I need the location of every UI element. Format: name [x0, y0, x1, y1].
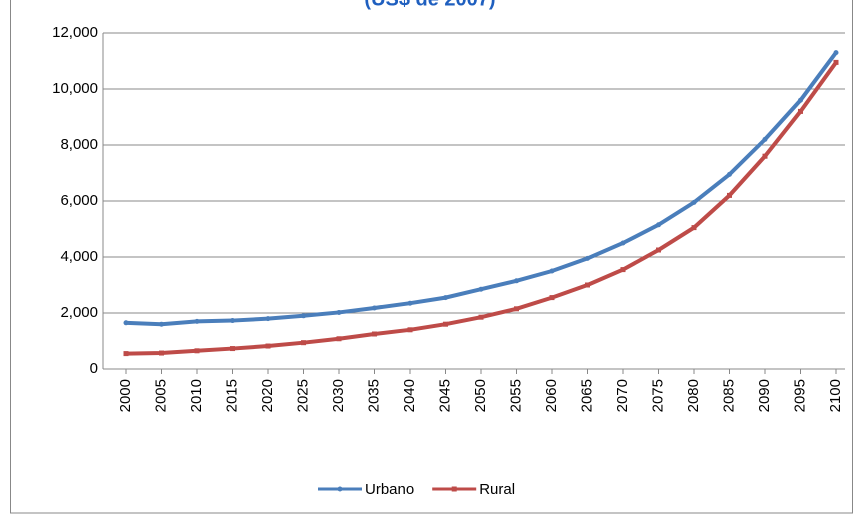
marker [336, 309, 342, 315]
chart-title: (US$ de 2007) [364, 0, 495, 10]
y-tick-label: 8,000 [60, 136, 98, 153]
x-tick-label: 2090 [756, 379, 773, 412]
y-tick-label: 10,000 [52, 80, 98, 97]
x-tick-label: 2045 [436, 379, 453, 412]
marker [620, 267, 626, 273]
legend-label: Urbano [365, 481, 414, 498]
marker [159, 321, 164, 327]
x-tick-label: 2070 [614, 379, 631, 412]
marker [159, 350, 164, 356]
x-tick-label: 2020 [259, 379, 276, 412]
marker [443, 295, 448, 301]
marker [407, 327, 413, 333]
x-tick-label: 2030 [330, 379, 347, 412]
x-tick-label: 2055 [507, 379, 524, 412]
marker [762, 136, 768, 142]
x-tick-label: 2015 [223, 379, 240, 412]
x-tick-label: 2065 [578, 379, 595, 412]
marker [762, 153, 768, 159]
marker [230, 318, 235, 324]
marker [549, 268, 555, 274]
x-tick-label: 2040 [401, 379, 418, 412]
x-tick-label: 2005 [152, 379, 169, 412]
x-tick-label: 2075 [649, 379, 666, 412]
marker [478, 286, 484, 292]
marker [230, 346, 235, 352]
marker [443, 321, 448, 327]
marker [833, 50, 839, 56]
marker [336, 336, 342, 342]
marker [123, 320, 129, 326]
marker [585, 255, 590, 261]
x-tick-label: 2095 [791, 379, 808, 412]
legend-marker [451, 486, 457, 492]
marker [301, 340, 306, 346]
marker [620, 240, 626, 246]
marker [372, 305, 377, 311]
x-tick-label: 2025 [294, 379, 311, 412]
marker [691, 199, 697, 205]
marker [549, 295, 555, 301]
marker [301, 313, 306, 319]
marker [727, 171, 732, 177]
marker [514, 306, 519, 312]
marker [656, 222, 661, 228]
marker [194, 348, 200, 354]
marker [656, 247, 661, 253]
x-tick-label: 2100 [827, 379, 844, 412]
y-tick-label: 0 [90, 360, 98, 377]
marker [798, 97, 803, 103]
legend-label: Rural [479, 481, 515, 498]
x-tick-label: 2010 [188, 379, 205, 412]
marker [407, 300, 413, 306]
y-tick-label: 12,000 [52, 24, 98, 41]
marker [727, 192, 732, 198]
x-tick-label: 2035 [365, 379, 382, 412]
legend-marker [337, 486, 343, 492]
marker [691, 225, 697, 231]
y-tick-label: 4,000 [60, 248, 98, 265]
x-tick-label: 2060 [543, 379, 560, 412]
marker [265, 316, 271, 322]
marker [372, 331, 377, 337]
marker [265, 343, 271, 349]
marker [798, 108, 803, 114]
x-tick-label: 2050 [472, 379, 489, 412]
marker [833, 59, 839, 65]
marker [123, 351, 129, 357]
marker [478, 314, 484, 320]
x-tick-label: 2085 [720, 379, 737, 412]
marker [585, 282, 590, 288]
x-tick-label: 2000 [117, 379, 134, 412]
y-tick-label: 6,000 [60, 192, 98, 209]
marker [514, 278, 519, 284]
x-tick-label: 2080 [685, 379, 702, 412]
marker [194, 318, 200, 324]
y-tick-label: 2,000 [60, 304, 98, 321]
